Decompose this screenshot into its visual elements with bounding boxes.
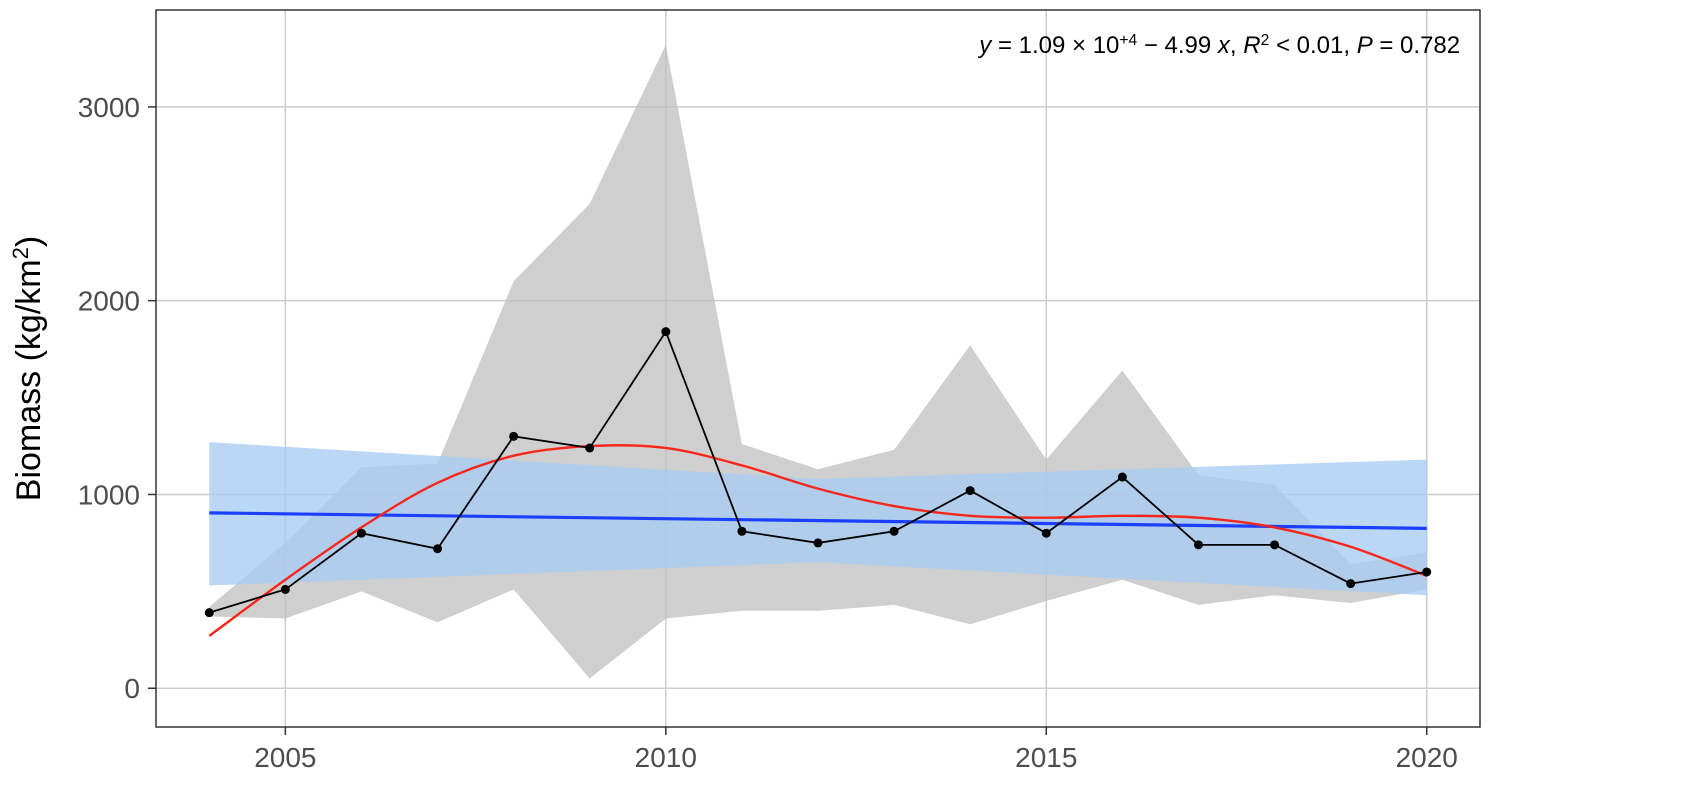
y-axis-title: Biomass (kg/km2): [8, 236, 49, 501]
data-point: [205, 608, 214, 617]
data-point: [966, 486, 975, 495]
data-point: [1270, 540, 1279, 549]
data-point: [737, 527, 746, 536]
y-tick-label: 1000: [78, 479, 140, 510]
data-point: [814, 538, 823, 547]
data-point: [357, 529, 366, 538]
data-point: [433, 544, 442, 553]
chart-svg: 2005 2010 2015 2020 0 1000 2000 3000 Biomass (kg…: [0, 0, 1700, 800]
data-point: [1118, 473, 1127, 482]
data-point: [1422, 567, 1431, 576]
x-tick-label: 2015: [1015, 742, 1077, 773]
data-point: [661, 327, 670, 336]
data-point: [1346, 579, 1355, 588]
data-point: [1042, 529, 1051, 538]
biomass-chart: 2005 2010 2015 2020 0 1000 2000 3000 Biomass (kg…: [0, 0, 1700, 800]
y-tick-label: 2000: [78, 286, 140, 317]
x-tick-label: 2005: [254, 742, 316, 773]
data-point: [890, 527, 899, 536]
data-point: [585, 443, 594, 452]
y-tick-label: 0: [124, 673, 140, 704]
x-tick-label: 2020: [1396, 742, 1458, 773]
data-point: [1194, 540, 1203, 549]
x-tick-label: 2010: [635, 742, 697, 773]
regression-annotation: y = 1.09 × 10+4 − 4.99 x, R2 < 0.01, P =…: [977, 32, 1460, 60]
data-point: [281, 585, 290, 594]
data-point: [509, 432, 518, 441]
y-tick-label: 3000: [78, 92, 140, 123]
